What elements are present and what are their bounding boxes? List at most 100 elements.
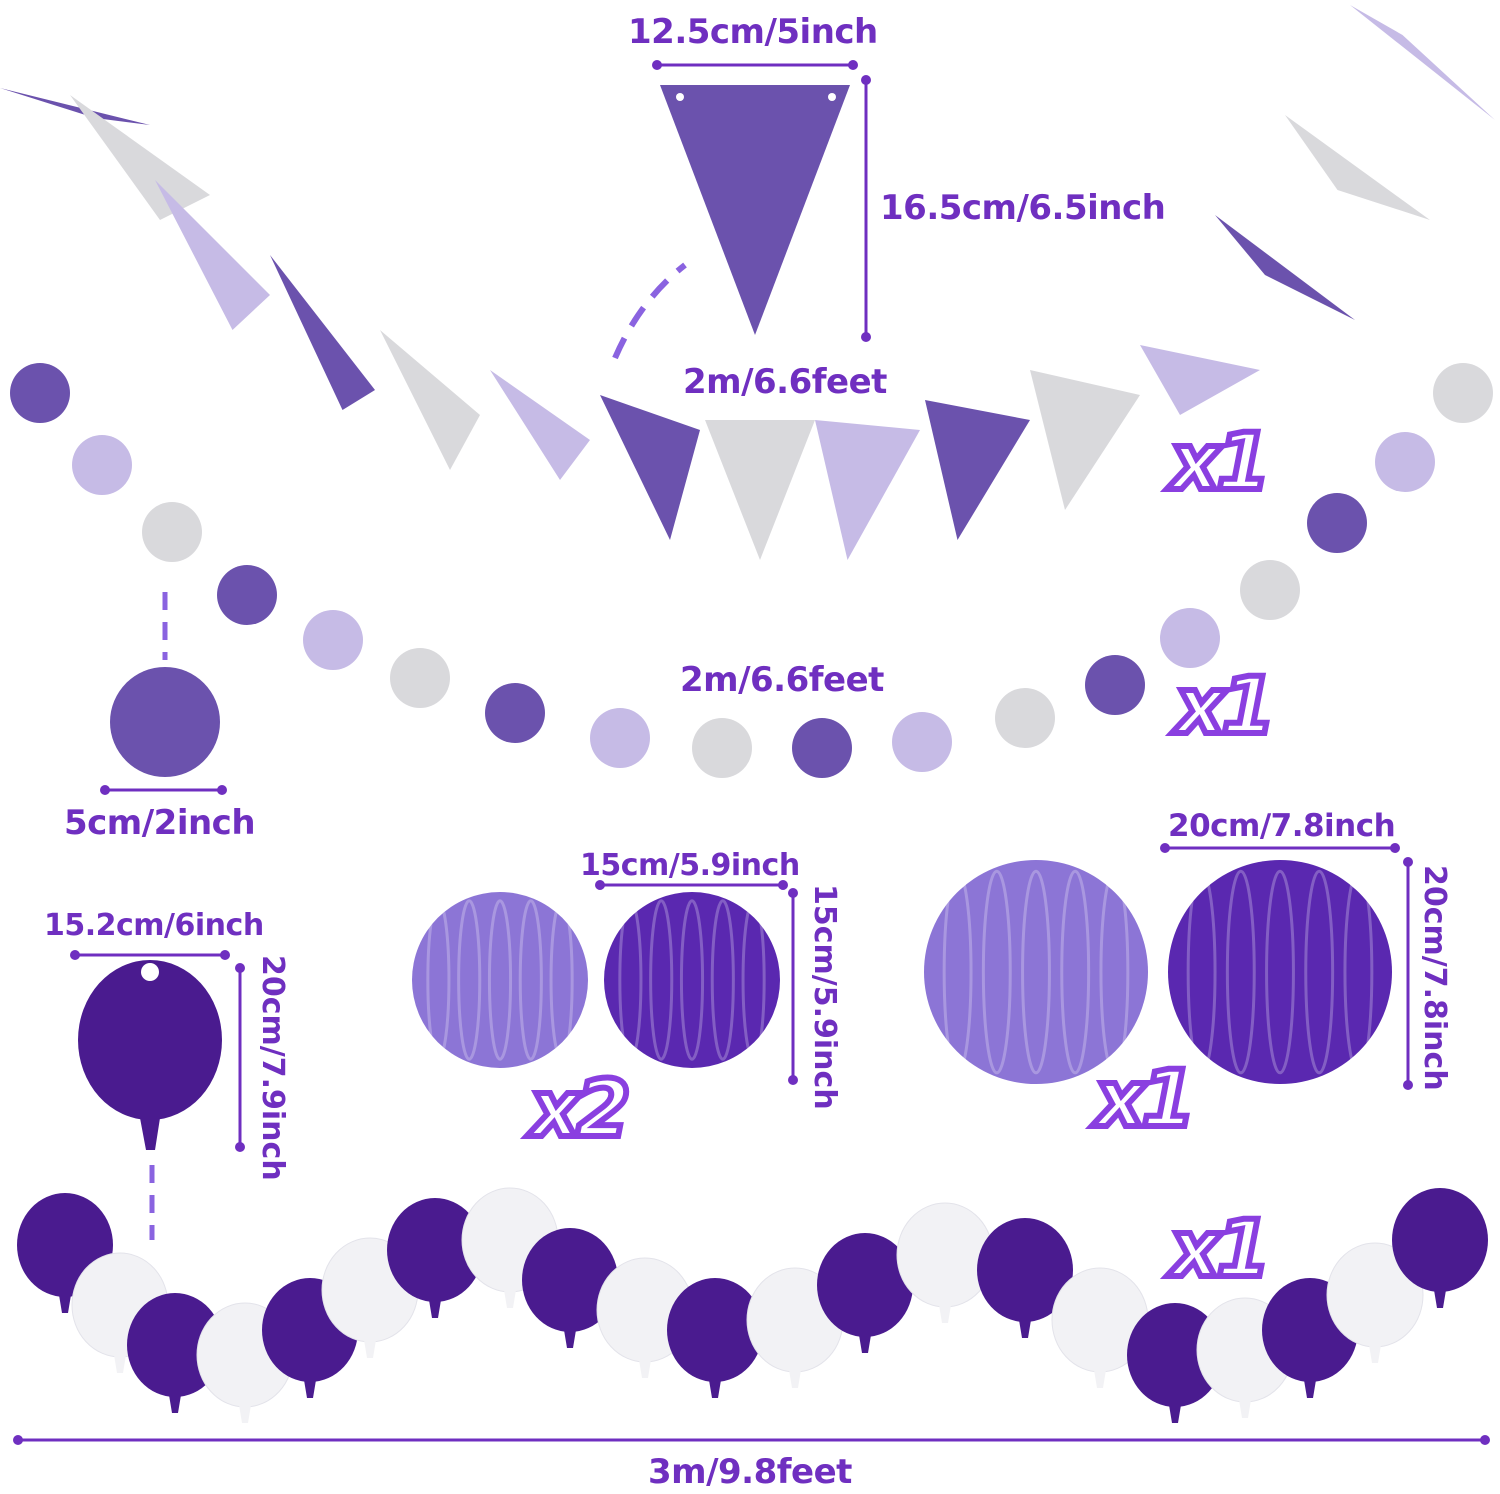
garland-balloon-tail [709, 1380, 721, 1398]
garland-balloon-tail [1239, 1400, 1251, 1418]
garland-balloon-tail [639, 1360, 651, 1378]
honeycomb-texture [1265, 869, 1295, 1075]
balloon-garland-length-label: 3m/9.8feet [648, 1452, 852, 1492]
pennant-flag [490, 370, 590, 480]
pennant-flag [1215, 215, 1355, 320]
honeycomb-texture [1186, 869, 1217, 1075]
garland-balloon-tail [364, 1340, 376, 1358]
honeycomb-texture [1099, 869, 1130, 1075]
garland-circle [792, 718, 852, 778]
honeycomb-texture [518, 899, 543, 1061]
honeycomb-texture [741, 899, 766, 1061]
honeycomb-ball [1168, 860, 1392, 1084]
pennant-width-label: 12.5cm/5inch [628, 12, 878, 52]
garland-balloon-tail [169, 1395, 181, 1413]
garland-circle [692, 718, 752, 778]
pennant-hole [676, 93, 684, 101]
honeycomb-texture [710, 899, 735, 1061]
garland-balloon-tail [59, 1295, 71, 1313]
balloon-width-dimension-end [220, 950, 230, 960]
pennant-quantity-badge: x1 [1167, 415, 1274, 511]
balloon-sample-tail [140, 1118, 160, 1150]
pennant-flag [270, 255, 375, 410]
garland-circle [303, 610, 363, 670]
garland-circle [892, 712, 952, 772]
small-honeycomb-width-dimension-end [778, 880, 788, 890]
pennant-length-label: 2m/6.6feet [683, 362, 887, 402]
garland-circle [485, 683, 545, 743]
pennant-flag [0, 88, 150, 125]
garland-circle [72, 435, 132, 495]
circle-garland-length-label: 2m/6.6feet [680, 660, 884, 700]
honeycomb-texture [649, 899, 674, 1061]
honeycomb-texture [679, 899, 705, 1061]
balloon-garland-length-dimension-end [13, 1435, 23, 1445]
pennant-width-dimension-end [848, 60, 858, 70]
honeycomb-texture [1343, 869, 1374, 1075]
circle-diameter-dimension-end [217, 785, 227, 795]
garland-circle [1307, 493, 1367, 553]
honeycomb-texture [1060, 869, 1091, 1075]
dashed-connector [612, 262, 687, 360]
garland-balloon-tail [239, 1405, 251, 1423]
honeycomb-ball [412, 892, 588, 1068]
balloon-hole [141, 963, 159, 981]
garland-balloon [896, 1202, 994, 1308]
pennant-flag [70, 95, 210, 220]
balloon-height-dimension-end [235, 963, 245, 973]
circle-garland-quantity-badge: x1 [1172, 659, 1279, 755]
garland-balloon [387, 1198, 483, 1302]
garland-circle [1433, 363, 1493, 423]
circle-diameter-label: 5cm/2inch [64, 803, 256, 843]
garland-balloon-tail [859, 1335, 871, 1353]
garland-balloon-tail [1094, 1370, 1106, 1388]
large-honeycomb-quantity-badge: x1 [1092, 1052, 1199, 1148]
large-honeycomb-height-dimension-end [1403, 1080, 1413, 1090]
pennant-flag [705, 420, 815, 560]
pennant-flag [1030, 370, 1140, 510]
garland-balloon [1127, 1303, 1223, 1407]
garland-circle [10, 363, 70, 423]
pennant-height-dimension-end [861, 75, 871, 85]
balloon-height-dimension-end [235, 1142, 245, 1152]
balloon-garland-quantity-badge: x1 [1167, 1202, 1274, 1298]
pennant-flag [815, 420, 920, 560]
honeycomb-texture [618, 899, 643, 1061]
pennant-flag [1140, 345, 1260, 415]
honeycomb-texture [1021, 869, 1051, 1075]
garland-balloon-tail [1434, 1290, 1446, 1308]
garland-circle [390, 648, 450, 708]
garland-circle [1240, 560, 1300, 620]
honeycomb-texture [549, 899, 574, 1061]
pennant-flag [600, 395, 700, 540]
garland-balloon [977, 1218, 1073, 1322]
garland-circle [142, 502, 202, 562]
pennant-height-label: 16.5cm/6.5inch [880, 188, 1166, 228]
garland-balloon-tail [1304, 1380, 1316, 1398]
balloon-garland-length-dimension-end [1480, 1435, 1490, 1445]
honeycomb-texture [981, 869, 1012, 1075]
balloon-width-label: 15.2cm/6inch [44, 908, 264, 943]
large-honeycomb-width-dimension-end [1160, 843, 1170, 853]
balloon-height-label: 20cm/7.9inch [255, 955, 290, 1181]
pennant-flag [1350, 5, 1495, 120]
pennant-flag [925, 400, 1030, 540]
small-honeycomb-width-dimension-end [595, 880, 605, 890]
pennant-flag [155, 180, 270, 330]
pennant-height-dimension-end [861, 332, 871, 342]
honeycomb-texture [942, 869, 973, 1075]
garland-balloon-tail [304, 1380, 316, 1398]
garland-circle [1085, 655, 1145, 715]
honeycomb-texture [1304, 869, 1335, 1075]
garland-balloon-tail [789, 1370, 801, 1388]
garland-balloon [817, 1233, 913, 1337]
garland-balloon [1392, 1188, 1488, 1292]
garland-balloon-tail [939, 1305, 951, 1323]
small-honeycomb-height-dimension-end [788, 888, 798, 898]
garland-circle [1160, 608, 1220, 668]
balloon-sample [78, 960, 222, 1120]
honeycomb-texture [1225, 869, 1256, 1075]
garland-circle [1375, 432, 1435, 492]
